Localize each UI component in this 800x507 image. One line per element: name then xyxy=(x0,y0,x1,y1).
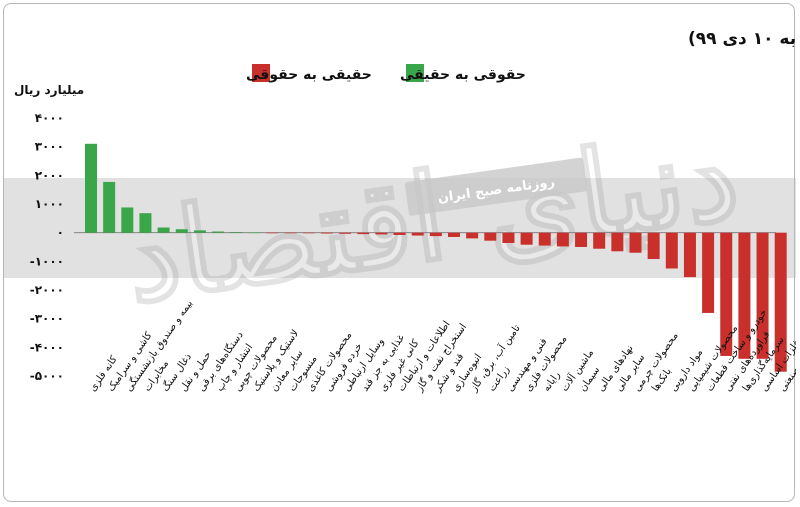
y-tick-label: -۳۰۰۰ xyxy=(30,312,64,326)
bar xyxy=(611,232,624,252)
y-tick-label: -۴۰۰۰ xyxy=(30,340,64,354)
bar xyxy=(702,232,715,313)
bar xyxy=(121,207,134,233)
bar xyxy=(393,232,406,235)
bar xyxy=(683,232,696,278)
watermark-logo: دنیای اقتصاد xyxy=(116,104,748,331)
bar xyxy=(665,232,678,269)
bar xyxy=(139,213,152,233)
y-tick-label: ۱۰۰۰ xyxy=(35,197,64,211)
bar xyxy=(193,230,206,233)
bar xyxy=(629,232,642,253)
y-tick-label: ۴۰۰۰ xyxy=(35,111,64,125)
watermark-logo-text: دنیای اقتصاد xyxy=(117,105,747,330)
bar xyxy=(85,143,97,233)
legend-label-positive: حقوقی به حقیقی xyxy=(400,67,526,83)
bar xyxy=(466,232,479,239)
bar xyxy=(339,232,352,234)
bar xyxy=(502,232,515,243)
y-tick-label: ۲۰۰۰ xyxy=(35,168,64,182)
bar xyxy=(411,232,424,236)
bar xyxy=(212,231,225,233)
bar xyxy=(520,232,533,245)
legend-label-negative: حقیقی به حقوقی xyxy=(246,67,372,83)
chart-frame: دنیای اقتصاد روزنامه صبح ایران خالص تغیی… xyxy=(3,3,796,502)
bar xyxy=(284,232,297,234)
bar xyxy=(448,232,460,237)
bar xyxy=(556,232,569,247)
legend-swatch-negative xyxy=(252,64,270,82)
bar xyxy=(756,232,769,359)
bar xyxy=(302,232,315,234)
y-tick-label: ۳۰۰۰ xyxy=(35,140,64,154)
bar xyxy=(738,232,751,359)
watermark-tag xyxy=(404,157,588,216)
y-tick-label: -۱۰۰۰ xyxy=(30,254,64,268)
bar xyxy=(157,227,170,233)
bar xyxy=(538,232,551,246)
bar xyxy=(720,232,733,356)
bar xyxy=(774,232,787,372)
y-tick-label: ۰ xyxy=(57,226,64,240)
bar xyxy=(103,181,116,233)
bar xyxy=(593,232,606,249)
y-tick-label: -۲۰۰۰ xyxy=(30,283,64,297)
y-axis-label: میلیارد ریال xyxy=(14,83,84,97)
bar xyxy=(175,229,188,233)
watermark-band xyxy=(4,178,796,278)
chart-title: خالص تغییر مالکیت صنایع بورسی (هفته منته… xyxy=(688,29,796,49)
bar xyxy=(266,232,279,234)
y-axis-ticks: ۴۰۰۰ ۳۰۰۰ ۲۰۰۰ ۱۰۰۰ ۰ -۱۰۰۰ -۲۰۰۰ -۳۰۰۰ -۴۰۰۰ -۵۰… xyxy=(30,111,64,383)
bar xyxy=(647,232,660,260)
bar xyxy=(230,232,243,233)
bar xyxy=(248,232,261,234)
bar xyxy=(484,232,497,241)
y-tick-label: -۵۰۰۰ xyxy=(30,369,64,383)
legend-swatch-positive xyxy=(406,64,424,82)
bar xyxy=(320,232,333,234)
bar xyxy=(575,232,588,247)
bars xyxy=(85,143,787,372)
bar xyxy=(357,232,370,235)
bar xyxy=(429,232,442,237)
bar-chart: دنیای اقتصاد روزنامه صبح ایران خالص تغیی… xyxy=(4,29,796,395)
bar xyxy=(375,232,388,235)
